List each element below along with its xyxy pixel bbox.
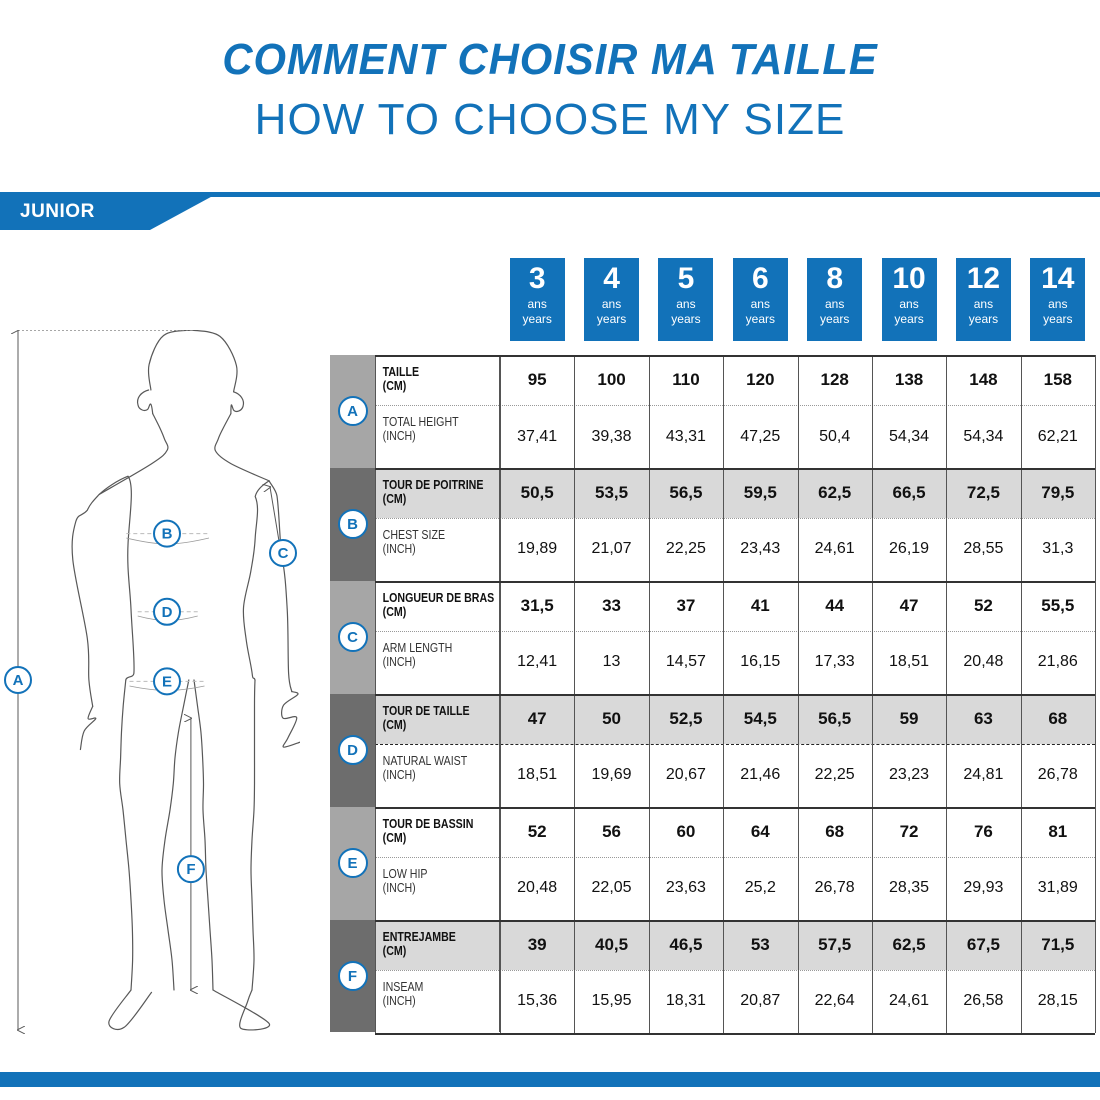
svg-text:E: E — [162, 673, 172, 690]
svg-text:B: B — [162, 526, 173, 543]
svg-text:A: A — [13, 672, 24, 689]
svg-text:F: F — [186, 861, 195, 878]
svg-text:D: D — [162, 604, 173, 621]
svg-text:C: C — [278, 545, 289, 562]
